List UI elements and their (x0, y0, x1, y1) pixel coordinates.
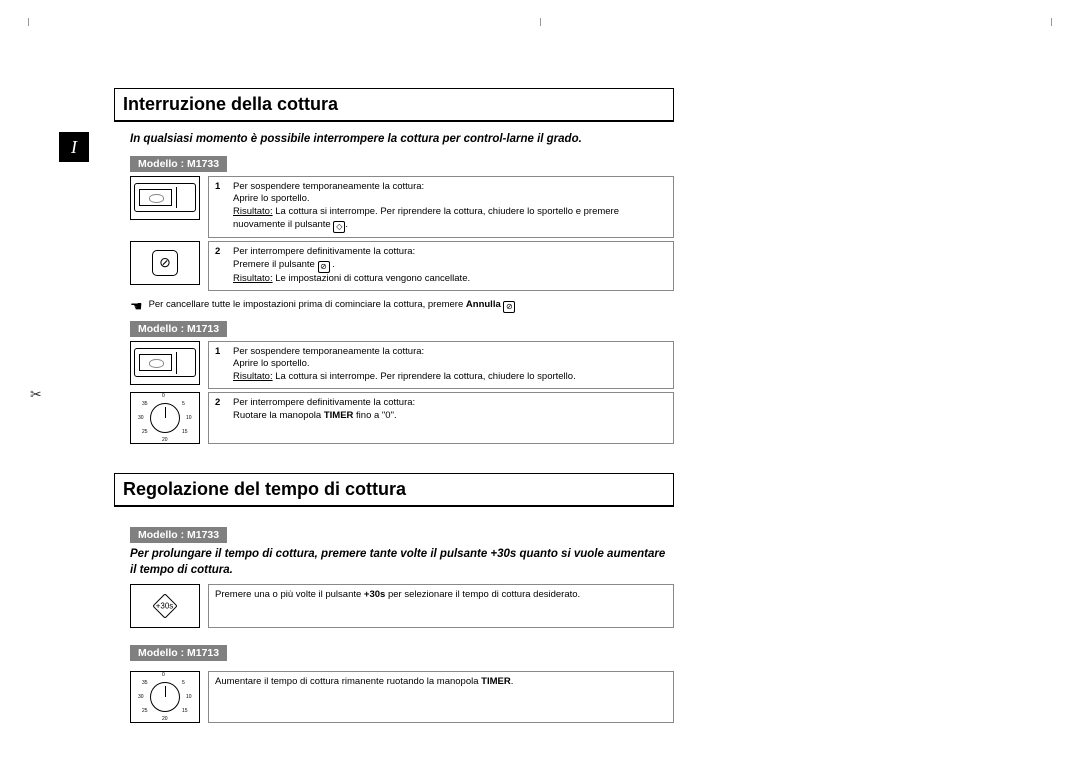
step-body: Per interrompere definitivamente la cott… (233, 397, 667, 439)
note-pointer-icon: ☚ (130, 299, 143, 313)
s1-b-step2: 0 5 10 15 20 25 30 35 2 Per interrompere… (130, 392, 674, 444)
step-body: Per sospendere temporaneamente la cottur… (233, 346, 667, 384)
s1-b-step1: 1 Per sospendere temporaneamente la cott… (130, 341, 674, 389)
step-body: Aumentare il tempo di cottura rimanente … (215, 676, 667, 718)
note-text: Per cancellare tutte le impostazioni pri… (149, 299, 516, 313)
page-content: Interruzione della cottura In qualsiasi … (114, 88, 674, 726)
step-number: 2 (215, 246, 227, 286)
note-bold: Annulla (466, 299, 501, 310)
step-number: 1 (215, 181, 227, 233)
microwave-illustration (130, 341, 200, 385)
result-text: La cottura si interrompe. Per riprendere… (275, 371, 575, 382)
result-label: Risultato: (233, 206, 273, 217)
s2-b-step: 0 5 10 15 20 25 30 35 Aumentare il tempo… (130, 671, 674, 723)
timer-bold: TIMER (481, 676, 511, 687)
result-text: Le impostazioni di cottura vengono cance… (275, 273, 470, 284)
step-line: . (511, 676, 514, 687)
s1-a-step2: ⊘ 2 Per interrompere definitivamente la … (130, 241, 674, 291)
step-line: Aprire lo sportello. (233, 358, 310, 369)
cancel-icon: ⊘ (318, 261, 330, 273)
timer-dial-illustration: 0 5 10 15 20 25 30 35 (130, 671, 200, 723)
start-icon: ◇ (333, 221, 345, 233)
crop-scissor-mark: ✂ (30, 386, 42, 403)
s1-note: ☚ Per cancellare tutte le impostazioni p… (130, 299, 674, 313)
model-tag-m1733-s1: Modello : M1733 (130, 156, 227, 172)
plus30s-icon: +30s (152, 593, 177, 618)
plus30s-button-illustration: +30s (130, 584, 200, 628)
step-line: Per sospendere temporaneamente la cottur… (233, 181, 424, 192)
step-line: Premere il pulsante (233, 259, 315, 270)
language-tab: I (59, 132, 89, 162)
s2-a-step: +30s Premere una o più volte il pulsante… (130, 584, 674, 628)
result-label: Risultato: (233, 371, 273, 382)
model-tag-m1733-s2: Modello : M1733 (130, 527, 227, 543)
section2-intro-a: Per prolungare il tempo di cottura, prem… (114, 547, 674, 578)
crop-marks (28, 18, 1052, 26)
step-body: Per interrompere definitivamente la cott… (233, 246, 667, 286)
step-line: per selezionare il tempo di cottura desi… (385, 589, 580, 600)
section2-title: Regolazione del tempo di cottura (114, 473, 674, 507)
step-body: Premere una o più volte il pulsante +30s… (215, 589, 667, 623)
step-number: 2 (215, 397, 227, 439)
step-line: Ruotare la manopola (233, 410, 324, 421)
intro-bold: +30s (490, 548, 516, 560)
plus30s-bold: +30s (364, 589, 385, 600)
note-text-pre: Per cancellare tutte le impostazioni pri… (149, 299, 466, 310)
s1-a-step1: 1 Per sospendere temporaneamente la cott… (130, 176, 674, 238)
result-text: La cottura si interrompe. Per riprendere… (233, 206, 619, 230)
step-line: Per interrompere definitivamente la cott… (233, 397, 415, 408)
cancel-icon: ⊘ (503, 301, 515, 313)
model-tag-m1713-s1: Modello : M1713 (130, 321, 227, 337)
step-number: 1 (215, 346, 227, 384)
step-body: Per sospendere temporaneamente la cottur… (233, 181, 667, 233)
section1-title: Interruzione della cottura (114, 88, 674, 122)
microwave-illustration (130, 176, 200, 220)
timer-dial-illustration: 0 5 10 15 20 25 30 35 (130, 392, 200, 444)
step-line: fino a "0". (353, 410, 396, 421)
step-line: Per interrompere definitivamente la cott… (233, 246, 415, 257)
step-line: Premere una o più volte il pulsante (215, 589, 364, 600)
timer-bold: TIMER (324, 410, 354, 421)
model-tag-m1713-s2: Modello : M1713 (130, 645, 227, 661)
step-line: Aumentare il tempo di cottura rimanente … (215, 676, 481, 687)
intro-pre: Per prolungare il tempo di cottura, prem… (130, 548, 490, 560)
step-line: Per sospendere temporaneamente la cottur… (233, 346, 424, 357)
result-label: Risultato: (233, 273, 273, 284)
cancel-icon: ⊘ (152, 250, 178, 276)
step-line: . (332, 259, 335, 270)
section1-intro: In qualsiasi momento è possibile interro… (114, 132, 674, 148)
cancel-button-illustration: ⊘ (130, 241, 200, 285)
step-line: Aprire lo sportello. (233, 193, 310, 204)
